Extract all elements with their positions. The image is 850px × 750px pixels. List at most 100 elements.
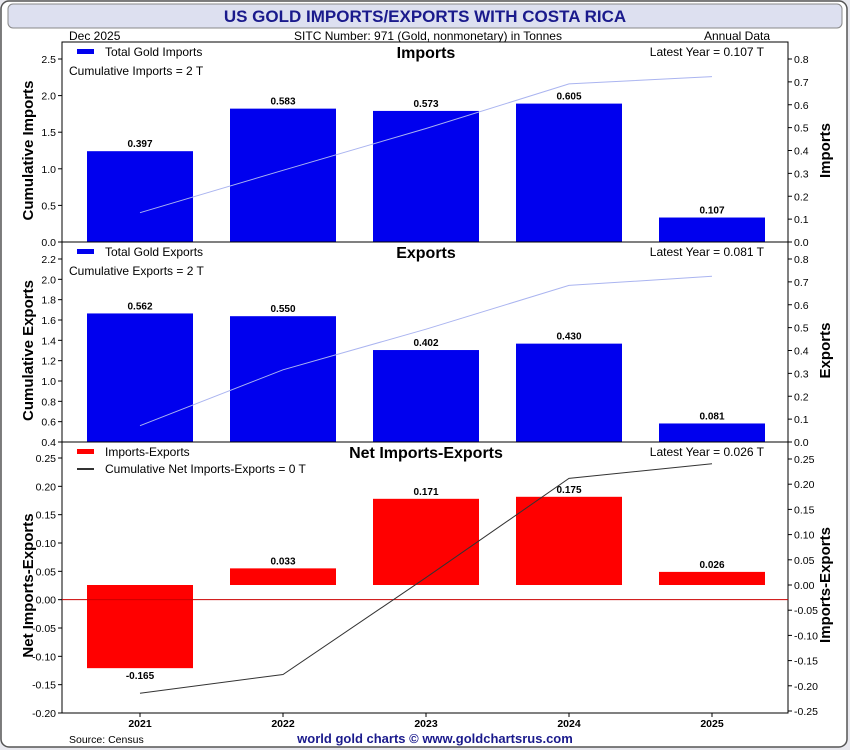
panel2-left-tick-label: 1.6	[41, 315, 56, 327]
panel3-data-label-2022: 0.033	[270, 556, 295, 567]
header-date: Dec 2025	[69, 29, 121, 43]
panel3-title: Net Imports-Exports	[349, 445, 503, 462]
panel3-data-label-2023: 0.171	[413, 487, 438, 498]
panel2-data-label-2025: 0.081	[699, 411, 724, 422]
panel2-latest-year: Latest Year = 0.081 T	[650, 245, 765, 259]
panel1-left-tick-label: 0.0	[41, 237, 56, 249]
panel3-right-tick-label: 0.20	[794, 479, 815, 491]
panel2-left-tick-label: 2.0	[41, 274, 56, 286]
panel3-bar-2021	[87, 585, 193, 669]
x-tick-label-2025: 2025	[700, 718, 724, 730]
panel2-right-tick-label: 0.4	[794, 346, 809, 358]
panel3-right-axis-label: Imports-Exports	[817, 527, 834, 643]
panel2-legend-swatch	[77, 249, 94, 254]
panel2-data-label-2021: 0.562	[127, 301, 152, 312]
panel3-right-tick-label: -0.25	[794, 706, 818, 718]
panel1-cumulative-line	[139, 76, 713, 214]
panel3-right-tick-label: 0.00	[794, 580, 815, 592]
panel2-left-tick-label: 0.4	[41, 437, 56, 449]
panel2-data-label-2024: 0.430	[556, 332, 581, 343]
panel3-cumulative-line	[139, 463, 713, 694]
panel2-data-label-2022: 0.550	[270, 304, 295, 315]
header-frequency: Annual Data	[704, 29, 770, 43]
panel3-right-tick-label: -0.10	[794, 630, 818, 642]
panel2-bar-2023	[373, 350, 479, 442]
panel1-right-tick-label: 0.2	[794, 191, 809, 203]
panel1-right-tick-label: 0.1	[794, 214, 809, 226]
panel2-data-label-2023: 0.402	[413, 338, 438, 349]
x-tick-label-2023: 2023	[414, 718, 438, 730]
panel3-bar-2022	[230, 568, 336, 585]
panel2-right-axis-label: Exports	[817, 323, 834, 379]
panel1-bar-2021	[87, 151, 193, 242]
panel2-left-tick-label: 2.2	[41, 254, 56, 266]
panel2-left-axis-label: Cumulative Exports	[20, 280, 37, 421]
panel1-right-tick-label: 0.7	[794, 77, 809, 89]
panel3-left-tick-label: 0.15	[36, 510, 57, 522]
panel2-bar-2025	[659, 423, 765, 442]
panel3-data-label-2025: 0.026	[699, 560, 724, 571]
header-sitc: SITC Number: 971 (Gold, nonmonetary) in …	[294, 29, 562, 43]
panel1-left-tick-label: 0.5	[41, 200, 56, 212]
panel1-left-tick-label: 1.0	[41, 164, 56, 176]
panel2-right-tick-label: 0.2	[794, 391, 809, 403]
panel1-data-label-2021: 0.397	[127, 139, 152, 150]
panel2-right-tick-label: 0.3	[794, 368, 809, 380]
panel3-left-tick-label: -0.10	[32, 651, 56, 663]
panel2-left-tick-label: 0.8	[41, 396, 56, 408]
panel2-right-tick-label: 0.8	[794, 254, 809, 266]
panel2-legend-label: Total Gold Exports	[105, 245, 203, 259]
panel1-left-tick-label: 2.5	[41, 54, 56, 66]
panel1-right-tick-label: 0.0	[794, 237, 809, 249]
panel1-data-label-2022: 0.583	[270, 97, 295, 108]
panel1-left-axis-label: Cumulative Imports	[20, 80, 37, 220]
panel3-legend-swatch	[77, 449, 94, 454]
panel3-left-tick-label: 0.05	[36, 566, 57, 578]
panel1-data-label-2024: 0.605	[556, 92, 581, 103]
panel2-left-tick-label: 1.8	[41, 295, 56, 307]
footer-credit: world gold charts © www.goldchartsrus.co…	[296, 731, 573, 746]
panel3-legend-label: Imports-Exports	[105, 445, 190, 459]
panel3-right-tick-label: 0.05	[794, 555, 815, 567]
panel1-right-axis-label: Imports	[817, 123, 834, 178]
panel3-bar-2024	[516, 496, 622, 585]
panel3-data-label-2024: 0.175	[556, 485, 581, 496]
panel1-right-tick-label: 0.3	[794, 168, 809, 180]
source-note: Source: Census	[69, 734, 144, 746]
panel1-bar-2022	[230, 108, 336, 242]
panel2-title: Exports	[396, 245, 456, 262]
panel2-right-tick-label: 0.5	[794, 323, 809, 335]
panel1-right-tick-label: 0.8	[794, 54, 809, 66]
panel2-left-tick-label: 1.2	[41, 356, 56, 368]
panel2-right-tick-label: 0.7	[794, 277, 809, 289]
panel3-left-tick-label: 0.00	[36, 595, 57, 607]
panel2-left-tick-label: 1.0	[41, 376, 56, 388]
panel2-bar-2021	[87, 313, 193, 442]
panel2-cumulative-line	[139, 275, 713, 427]
chart-panels: 0.00.51.01.52.02.50.00.10.20.30.40.50.60…	[20, 45, 834, 730]
panel1-right-tick-label: 0.6	[794, 100, 809, 112]
panel3-right-tick-label: -0.20	[794, 681, 818, 693]
panel3-right-tick-label: 0.15	[794, 504, 815, 516]
panel1-bar-2024	[516, 103, 622, 242]
panel1-left-tick-label: 1.5	[41, 127, 56, 139]
panel3-bar-2025	[659, 571, 765, 585]
panel3-left-tick-label: -0.05	[32, 623, 56, 635]
panel3-bar-2023	[373, 498, 479, 585]
title-band	[7, 3, 843, 29]
panel1-legend-label: Total Gold Imports	[105, 45, 202, 59]
panel2-bar-2022	[230, 316, 336, 442]
panel1-right-tick-label: 0.5	[794, 123, 809, 135]
panel3-left-tick-label: -0.15	[32, 680, 56, 692]
panel1-data-label-2023: 0.573	[413, 99, 438, 110]
panel2-left-tick-label: 0.6	[41, 417, 56, 429]
panel3-right-tick-label: -0.15	[794, 656, 818, 668]
panel3-right-tick-label: 0.25	[794, 454, 815, 466]
panel2-bar-2024	[516, 343, 622, 442]
panel3-right-tick-label: -0.05	[794, 605, 818, 617]
panel1-bar-2025	[659, 217, 765, 242]
panel2-right-tick-label: 0.0	[794, 437, 809, 449]
panel3-right-tick-label: 0.10	[794, 530, 815, 542]
panel2-cumulative-note: Cumulative Exports = 2 T	[69, 264, 205, 278]
